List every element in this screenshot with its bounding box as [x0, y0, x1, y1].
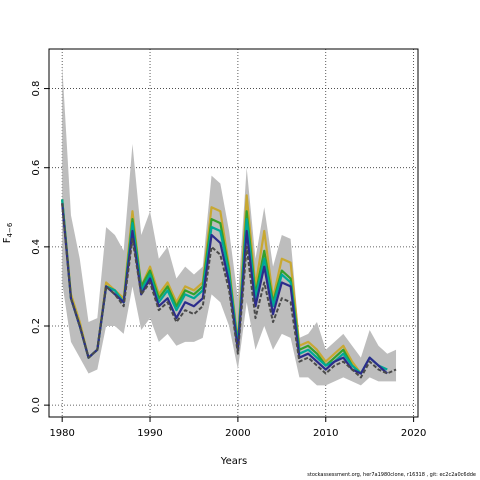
y-tick-label-0.4: 0.4 [31, 239, 42, 255]
y-axis-title-main: F [2, 237, 13, 243]
y-tick-label-0.8: 0.8 [31, 81, 42, 97]
series-lines [61, 194, 397, 379]
y-axis-title-sub: 4−6 [6, 222, 14, 237]
x-tick-label-1990: 1990 [137, 428, 162, 439]
series-line-5 [61, 203, 397, 379]
x-tick-label-1980: 1980 [49, 428, 74, 439]
x-tick-label-2010: 2010 [313, 428, 338, 439]
y-tick-label-0.2: 0.2 [31, 318, 42, 334]
confidence-band [62, 64, 397, 386]
y-axis-title: F4−6 [2, 222, 14, 243]
series-line-1 [61, 194, 362, 375]
confidence-band-area [62, 64, 397, 386]
y-tick-label-0.6: 0.6 [31, 160, 42, 176]
y-tick-label-0: 0.0 [31, 397, 42, 413]
x-axis: 1980 1990 2000 2010 2020 [49, 417, 426, 439]
plot-frame [48, 48, 419, 418]
x-tick-label-2000: 2000 [225, 428, 250, 439]
footer-credit: stockassessment.org, her7a1980clone, r16… [307, 472, 476, 478]
x-axis-title: Years [220, 456, 247, 467]
x-tick-label-2020: 2020 [401, 428, 426, 439]
y-axis: 0.0 0.2 0.4 0.6 0.8 [31, 81, 49, 413]
